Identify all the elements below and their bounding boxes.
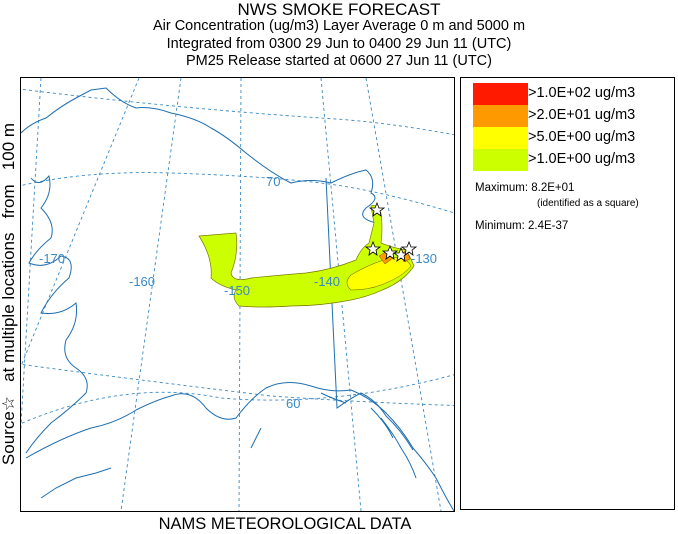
- west-coast: [25, 174, 88, 454]
- map-canvas: [21, 78, 454, 511]
- lon-160-label: -160: [129, 274, 155, 289]
- legend-row-green: >1.0E+00 ug/m3: [473, 149, 673, 171]
- legend-row-red: >1.0E+02 ug/m3: [473, 83, 673, 105]
- lon-180-line: [21, 78, 42, 433]
- south-coast: [25, 382, 454, 511]
- legend-swatch-orange: [473, 105, 528, 127]
- star-icon: [368, 201, 386, 217]
- lat-75-line: [21, 88, 454, 136]
- maximum-label: Maximum: 8.2E+01: [475, 182, 575, 194]
- panhandle-coast: [370, 407, 417, 479]
- concentration-legend: >1.0E+02 ug/m3 >2.0E+01 ug/m3 >5.0E+00 u…: [460, 77, 675, 510]
- star-icon: [364, 240, 382, 256]
- coast-islands: [250, 392, 347, 449]
- lat-60-line: [21, 374, 454, 425]
- north-coast: [21, 87, 377, 224]
- subtitle-concentration: Air Concentration (ug/m3) Layer Average …: [152, 18, 526, 34]
- lat-70-line: [21, 172, 454, 214]
- legend-row-orange: >2.0E+01 ug/m3: [473, 105, 673, 127]
- peninsula-coast: [40, 467, 112, 499]
- subtitle-release: PM25 Release started at 0600 27 Jun 11 (…: [185, 53, 492, 69]
- lat-60-label: 60: [286, 396, 300, 411]
- lat-65-line: [21, 363, 454, 406]
- star-icon: [400, 240, 418, 256]
- legend-swatch-red: [473, 83, 528, 105]
- lon-130-label: -130: [411, 251, 437, 266]
- legend-row-yellow: >5.0E+00 ug/m3: [473, 127, 673, 149]
- coastline: [21, 87, 454, 511]
- lon-170-line: [21, 78, 140, 367]
- maximum-note: (identified as a square): [537, 198, 639, 209]
- legend-label-red: >1.0E+02 ug/m3: [528, 85, 636, 101]
- data-source-footer: NAMS METEOROLOGICAL DATA: [158, 515, 412, 533]
- subtitle-time-range: Integrated from 0300 29 Jun to 0400 29 J…: [166, 36, 512, 52]
- lon-130-line: [365, 78, 442, 511]
- star-icon: [381, 244, 399, 260]
- graticule-label-layer: 70 60 -170 -160 -150 -140 -130: [39, 174, 437, 411]
- us-canada-border: [325, 177, 414, 451]
- source-side-label: Source☆ at multiple locations from 100 m: [0, 122, 18, 466]
- legend-label-yellow: >5.0E+00 ug/m3: [528, 129, 636, 145]
- source-markers: [364, 201, 418, 262]
- lon-150-label: -150: [224, 283, 250, 298]
- lon-160-line: [120, 78, 182, 511]
- legend-label-green: >1.0E+00 ug/m3: [528, 151, 636, 167]
- legend-swatch-green: [473, 149, 528, 171]
- minimum-label: Minimum: 2.4E-37: [475, 220, 569, 232]
- forecast-title: NWS SMOKE FORECAST: [237, 0, 441, 19]
- smoke-map[interactable]: 70 60 -170 -160 -150 -140 -130: [20, 77, 455, 512]
- legend-swatch-yellow: [473, 127, 528, 149]
- lon-140-label: -140: [314, 274, 340, 289]
- lat-70-label: 70: [266, 174, 280, 189]
- lon-170-label: -170: [39, 251, 65, 266]
- legend-label-orange: >2.0E+01 ug/m3: [528, 107, 636, 123]
